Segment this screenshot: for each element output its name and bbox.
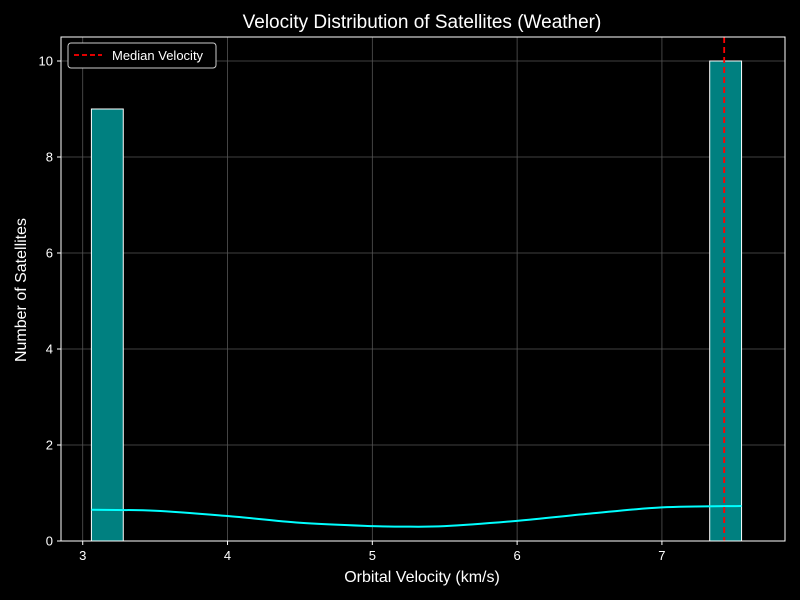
grid-layer bbox=[61, 37, 785, 542]
y-tick-label: 4 bbox=[46, 342, 53, 357]
y-axis-label: Number of Satellites bbox=[13, 218, 30, 362]
kde-layer bbox=[91, 504, 742, 528]
histogram-bar bbox=[90, 108, 124, 542]
legend-box bbox=[67, 42, 217, 69]
x-tick-label: 3 bbox=[79, 548, 86, 563]
x-tick-label: 6 bbox=[514, 548, 521, 563]
y-tick-label: 0 bbox=[46, 534, 53, 549]
x-tick-label: 4 bbox=[224, 548, 231, 563]
ticks-layer: 3 4 5 6 7 0 2 4 6 8 10 bbox=[39, 54, 666, 564]
x-axis-label: Orbital Velocity (km/s) bbox=[344, 569, 500, 586]
kde-curve bbox=[91, 504, 742, 528]
y-tick-label: 8 bbox=[46, 150, 53, 165]
axes-frame bbox=[60, 36, 786, 542]
legend: Median Velocity bbox=[67, 42, 217, 69]
y-tick-label: 6 bbox=[46, 246, 53, 261]
axes-layer bbox=[60, 36, 786, 542]
histogram-bar bbox=[709, 60, 743, 542]
x-tick-label: 7 bbox=[658, 548, 665, 563]
chart-title: Velocity Distribution of Satellites (Wea… bbox=[243, 12, 602, 33]
legend-median-label: Median Velocity bbox=[112, 48, 204, 63]
bars-layer bbox=[90, 60, 743, 542]
y-tick-label: 2 bbox=[46, 438, 53, 453]
x-tick-label: 5 bbox=[369, 548, 376, 563]
y-tick-label: 10 bbox=[39, 54, 53, 69]
